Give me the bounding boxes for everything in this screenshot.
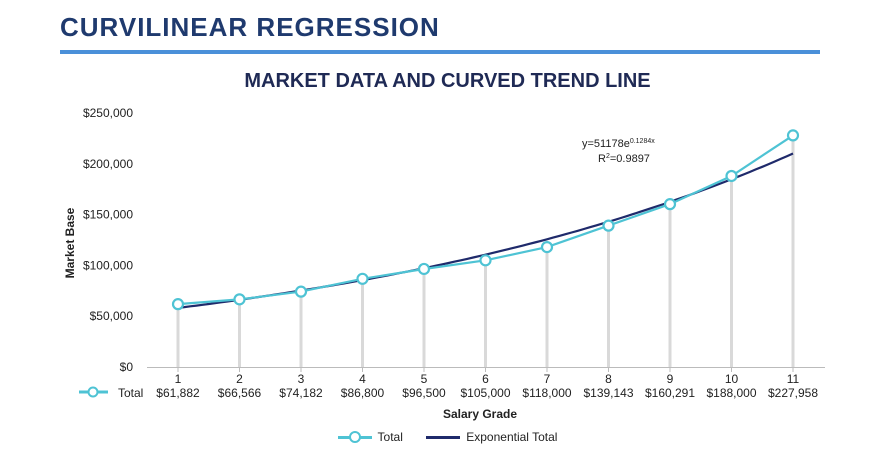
table-cell: $227,958 [768, 386, 818, 400]
chart-title: MARKET DATA AND CURVED TREND LINE [244, 70, 651, 92]
data-point-total-1 [171, 298, 185, 311]
x-tick-label: 7 [544, 372, 551, 386]
data-point-total-10 [725, 169, 738, 183]
table-cell: $188,000 [706, 386, 756, 400]
trendline-r-squared: R2=0.9897 [598, 153, 650, 165]
data-point-total-3 [294, 285, 308, 298]
title-rule [60, 50, 820, 54]
legend-swatch-total [337, 431, 372, 443]
page-title: CURVILINEAR REGRESSION [60, 12, 440, 42]
x-tick-label: 6 [482, 372, 489, 386]
x-tick-label: 8 [605, 372, 612, 386]
table-cell: $139,143 [583, 386, 633, 400]
table-cell: $105,000 [460, 386, 510, 400]
legend-item-total: Total [337, 430, 403, 444]
legend-label-exponential-total: Exponential Total [466, 430, 558, 444]
table-row-label: Total [118, 386, 143, 400]
y-tick-label: $150,000 [83, 208, 133, 222]
legend-swatch-exponential-total [426, 431, 461, 443]
table-cell: $61,882 [156, 386, 200, 400]
x-tick-label: 5 [421, 372, 428, 386]
data-table-row: Total $61,882 $66,566 $74,182 $86,800 $96,500… [79, 386, 818, 400]
y-tick-label: $50,000 [90, 309, 134, 323]
data-point-total-11 [786, 129, 800, 142]
x-tick-label: 9 [667, 372, 674, 386]
trendline-equation: y=51178e0.1284x [582, 138, 655, 150]
chart-area: $0 $50,000 $100,000 $150,000 $200,000 $250,00… [63, 106, 825, 421]
x-tick-label: 1 [175, 372, 182, 386]
y-tick-label: $100,000 [83, 258, 133, 272]
x-axis-title: Salary Grade [443, 407, 517, 421]
axes [147, 367, 825, 372]
table-cell: $74,182 [279, 386, 323, 400]
legend-label-total: Total [377, 430, 403, 444]
data-point-total-6 [479, 254, 492, 267]
data-point-total-5 [417, 262, 431, 276]
data-point-total-9 [663, 198, 677, 211]
table-cell: $96,500 [402, 386, 446, 400]
series-points-total [171, 129, 800, 311]
y-tick-label: $200,000 [83, 157, 133, 171]
table-cell: $160,291 [645, 386, 695, 400]
table-cell: $86,800 [341, 386, 385, 400]
data-point-total-8 [602, 219, 615, 232]
legend: Total Exponential Total [0, 430, 895, 446]
x-tick-label: 4 [359, 372, 366, 386]
drop-lines [176, 135, 795, 367]
y-tick-label: $0 [120, 360, 134, 374]
data-point-total-4 [356, 272, 369, 285]
legend-item-exponential-total: Exponential Total [426, 430, 557, 444]
x-tick-labels: 1 2 3 4 5 6 7 8 9 10 11 [175, 372, 800, 386]
x-tick-label: 3 [298, 372, 305, 386]
y-tick-label: $250,000 [83, 106, 133, 120]
data-point-total-2 [233, 293, 246, 306]
table-cell: $118,000 [522, 386, 571, 400]
table-cell: $66,566 [218, 386, 262, 400]
x-tick-label: 11 [787, 372, 800, 386]
table-legend-marker [87, 386, 99, 398]
data-point-total-7 [540, 241, 554, 254]
x-tick-label: 2 [236, 372, 243, 386]
y-axis-title: Market Base [63, 207, 77, 278]
y-tick-labels: $0 $50,000 $100,000 $150,000 $200,000 $250,00… [83, 106, 133, 374]
x-tick-label: 10 [725, 372, 739, 386]
